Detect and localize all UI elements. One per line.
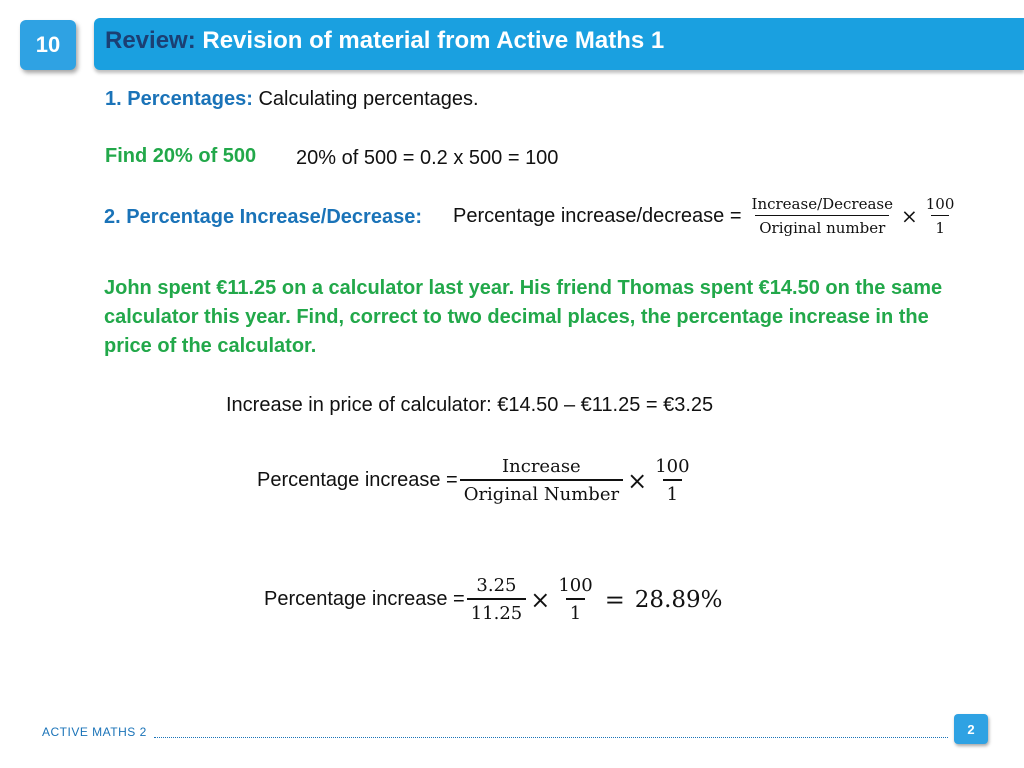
increase-fraction: Increase Original Number (459, 456, 624, 505)
percentage-increase-calculation: Percentage increase = 3.25 11.25 × 100 1… (264, 575, 723, 624)
result-value: 28.89% (634, 586, 723, 613)
calc-numerator: 3.25 (476, 575, 517, 596)
calc-hundred-fraction: 100 1 (554, 575, 596, 624)
fraction-denominator: Original number (755, 215, 890, 237)
original-number-denominator: Original Number (459, 479, 624, 505)
calc-fraction: 3.25 11.25 (466, 575, 527, 624)
calc-hundred-denominator: 1 (565, 598, 586, 624)
section-2-formula-label: Percentage increase/decrease = (453, 204, 742, 227)
increase-decrease-fraction: Increase/Decrease Original number (748, 195, 897, 237)
calc-hundred-numerator: 100 (558, 575, 593, 596)
hundred-fraction: 100 1 (651, 456, 693, 505)
hundred-numerator: 100 (655, 456, 690, 477)
example-1-solution: 20% of 500 = 0.2 x 500 = 100 (296, 147, 559, 169)
calc-denominator: 11.25 (466, 598, 527, 624)
section-1-number: 1. (105, 88, 122, 110)
times-sign: × (627, 466, 648, 495)
hundred-fraction: 100 1 (922, 195, 959, 237)
increase-numerator: Increase (502, 456, 581, 477)
title-text: Revision of material from Active Maths 1 (195, 27, 665, 54)
example-1-prompt: Find 20% of 500 (105, 145, 257, 167)
page-title: Review: Revision of material from Active… (105, 27, 664, 55)
page-number-badge: 2 (954, 714, 988, 744)
chapter-badge: 10 (20, 20, 76, 70)
formula-label: Percentage increase = (257, 469, 458, 491)
title-bar (94, 18, 1024, 70)
title-prefix: Review: (105, 27, 196, 54)
section-2-heading: 2. Percentage Increase/Decrease: (104, 206, 422, 228)
percentage-increase-formula: Percentage increase = Increase Original … (257, 456, 694, 505)
calc-label: Percentage increase = (264, 588, 465, 610)
section-1-line: 1. Percentages: Calculating percentages. (105, 88, 479, 111)
increase-line: Increase in price of calculator: €14.50 … (226, 394, 714, 416)
times-sign: × (901, 204, 918, 228)
word-problem: John spent €11.25 on a calculator last y… (104, 277, 943, 357)
hundred-numerator: 100 (925, 195, 955, 213)
section-1-heading: Percentages (127, 88, 247, 110)
hundred-denominator: 1 (662, 479, 683, 505)
section-1-description: Calculating percentages. (252, 88, 479, 110)
section-1-colon: : (246, 88, 253, 110)
fraction-numerator: Increase/Decrease (751, 195, 893, 213)
equals-sign: = (604, 585, 625, 614)
footer-divider (154, 737, 948, 738)
hundred-denominator: 1 (931, 215, 949, 237)
footer-book-label: ACTIVE MATHS 2 (42, 725, 147, 739)
times-sign: × (530, 585, 551, 614)
section-2-formula: Percentage increase/decrease = Increase/… (453, 195, 958, 237)
